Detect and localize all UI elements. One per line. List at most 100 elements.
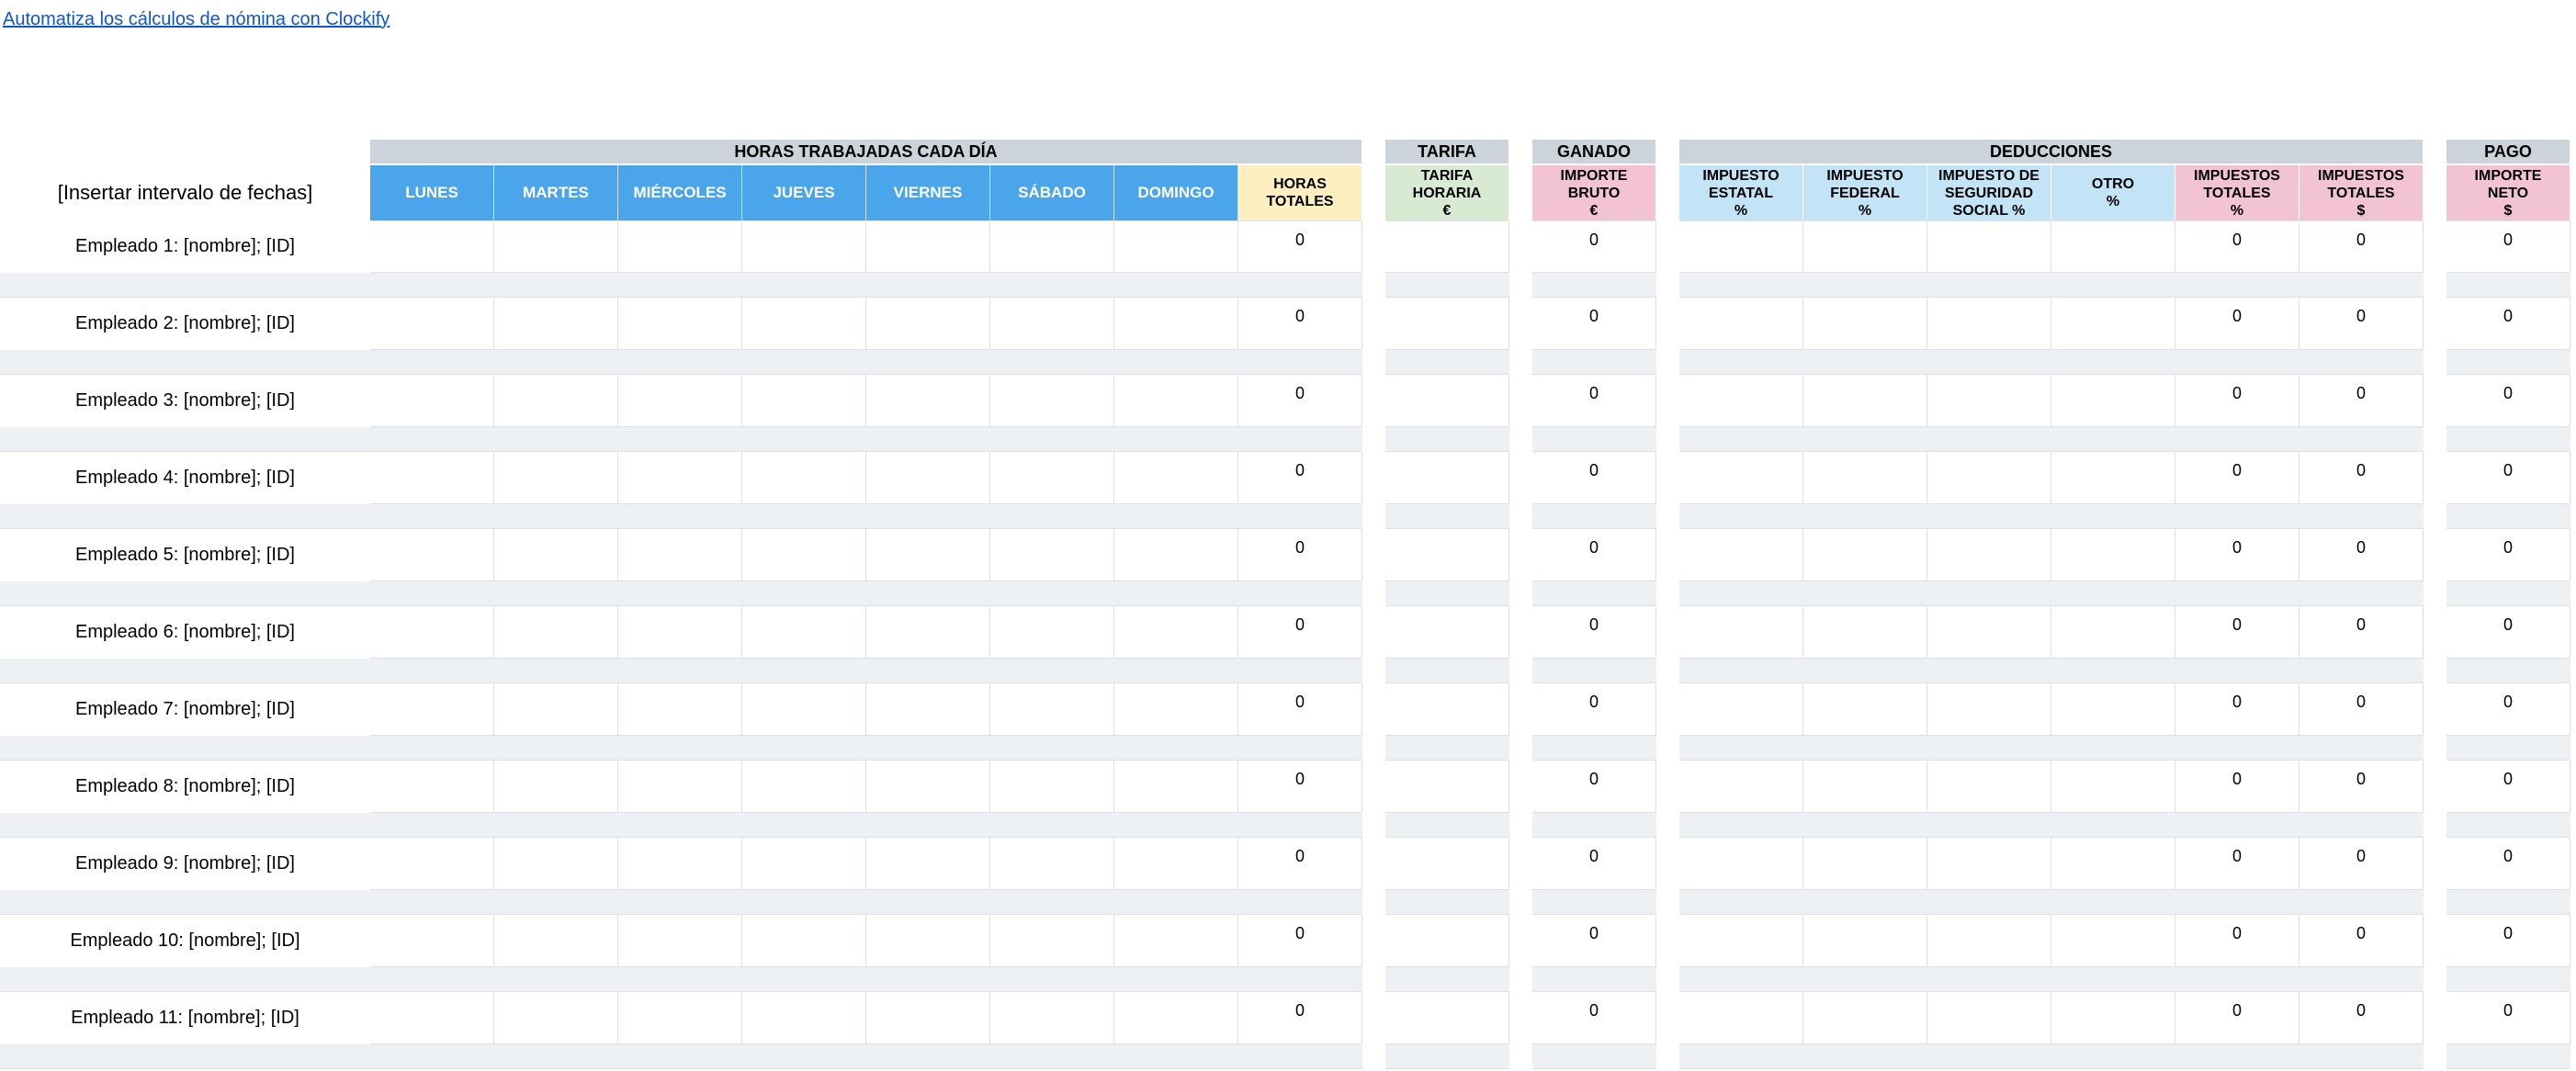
hours-cell[interactable] [618, 761, 742, 813]
total-hours-cell[interactable]: 0 [1238, 375, 1362, 427]
state-tax-cell[interactable] [1679, 683, 1803, 736]
hours-cell[interactable] [494, 220, 618, 273]
hourly-rate-cell[interactable] [1385, 761, 1509, 813]
federal-tax-cell[interactable] [1803, 606, 1927, 659]
employee-name[interactable]: Empleado 6: [nombre]; [ID] [0, 606, 370, 659]
total-tax-pct-cell[interactable]: 0 [2175, 915, 2299, 967]
other-cell[interactable] [2051, 683, 2175, 736]
hours-cell[interactable] [494, 452, 618, 504]
hours-cell[interactable] [990, 606, 1114, 659]
net-cell[interactable]: 0 [2446, 915, 2570, 967]
total-tax-pct-cell[interactable]: 0 [2175, 220, 2299, 273]
date-range-label[interactable]: [Insertar intervalo de fechas] [0, 165, 370, 220]
gross-cell[interactable]: 0 [1532, 375, 1656, 427]
total-tax-usd-cell[interactable]: 0 [2299, 992, 2423, 1044]
total-tax-usd-cell[interactable]: 0 [2299, 452, 2423, 504]
state-tax-cell[interactable] [1679, 838, 1803, 890]
hours-cell[interactable] [370, 452, 494, 504]
hours-cell[interactable] [370, 683, 494, 736]
hours-cell[interactable] [866, 761, 990, 813]
hours-cell[interactable] [990, 220, 1114, 273]
hours-cell[interactable] [370, 529, 494, 581]
gross-cell[interactable]: 0 [1532, 683, 1656, 736]
federal-tax-cell[interactable] [1803, 838, 1927, 890]
gross-cell[interactable]: 0 [1532, 761, 1656, 813]
hours-cell[interactable] [1114, 452, 1238, 504]
hours-cell[interactable] [494, 606, 618, 659]
hours-cell[interactable] [618, 452, 742, 504]
hourly-rate-cell[interactable] [1385, 606, 1509, 659]
total-hours-cell[interactable]: 0 [1238, 606, 1362, 659]
total-hours-cell[interactable]: 0 [1238, 915, 1362, 967]
employee-name[interactable]: Empleado 10: [nombre]; [ID] [0, 915, 370, 967]
hours-cell[interactable] [370, 298, 494, 350]
gross-cell[interactable]: 0 [1532, 452, 1656, 504]
total-tax-pct-cell[interactable]: 0 [2175, 298, 2299, 350]
hours-cell[interactable] [618, 220, 742, 273]
hours-cell[interactable] [618, 606, 742, 659]
state-tax-cell[interactable] [1679, 452, 1803, 504]
hours-cell[interactable] [1114, 761, 1238, 813]
hours-cell[interactable] [494, 838, 618, 890]
hours-cell[interactable] [618, 915, 742, 967]
hours-cell[interactable] [742, 375, 866, 427]
gross-cell[interactable]: 0 [1532, 606, 1656, 659]
social-security-cell[interactable] [1927, 761, 2051, 813]
total-hours-cell[interactable]: 0 [1238, 683, 1362, 736]
social-security-cell[interactable] [1927, 452, 2051, 504]
social-security-cell[interactable] [1927, 915, 2051, 967]
gross-cell[interactable]: 0 [1532, 838, 1656, 890]
hours-cell[interactable] [990, 915, 1114, 967]
employee-name[interactable]: Empleado 5: [nombre]; [ID] [0, 529, 370, 581]
total-hours-cell[interactable]: 0 [1238, 992, 1362, 1044]
hours-cell[interactable] [742, 220, 866, 273]
federal-tax-cell[interactable] [1803, 915, 1927, 967]
federal-tax-cell[interactable] [1803, 220, 1927, 273]
total-tax-usd-cell[interactable]: 0 [2299, 761, 2423, 813]
other-cell[interactable] [2051, 838, 2175, 890]
hours-cell[interactable] [1114, 529, 1238, 581]
social-security-cell[interactable] [1927, 529, 2051, 581]
social-security-cell[interactable] [1927, 298, 2051, 350]
hours-cell[interactable] [494, 683, 618, 736]
total-hours-cell[interactable]: 0 [1238, 298, 1362, 350]
hours-cell[interactable] [990, 298, 1114, 350]
total-hours-cell[interactable]: 0 [1238, 529, 1362, 581]
gross-cell[interactable]: 0 [1532, 298, 1656, 350]
hours-cell[interactable] [494, 915, 618, 967]
total-tax-usd-cell[interactable]: 0 [2299, 529, 2423, 581]
hours-cell[interactable] [494, 298, 618, 350]
hours-cell[interactable] [370, 838, 494, 890]
hours-cell[interactable] [618, 298, 742, 350]
hours-cell[interactable] [866, 452, 990, 504]
hourly-rate-cell[interactable] [1385, 915, 1509, 967]
hours-cell[interactable] [370, 375, 494, 427]
employee-name[interactable]: Empleado 2: [nombre]; [ID] [0, 298, 370, 350]
hours-cell[interactable] [494, 761, 618, 813]
total-tax-usd-cell[interactable]: 0 [2299, 606, 2423, 659]
hours-cell[interactable] [990, 838, 1114, 890]
total-hours-cell[interactable]: 0 [1238, 761, 1362, 813]
federal-tax-cell[interactable] [1803, 452, 1927, 504]
clockify-link[interactable]: Automatiza los cálculos de nómina con Cl… [3, 9, 390, 29]
hours-cell[interactable] [1114, 606, 1238, 659]
hours-cell[interactable] [1114, 683, 1238, 736]
other-cell[interactable] [2051, 761, 2175, 813]
hours-cell[interactable] [866, 683, 990, 736]
hourly-rate-cell[interactable] [1385, 298, 1509, 350]
hours-cell[interactable] [742, 761, 866, 813]
social-security-cell[interactable] [1927, 992, 2051, 1044]
federal-tax-cell[interactable] [1803, 992, 1927, 1044]
gross-cell[interactable]: 0 [1532, 992, 1656, 1044]
hours-cell[interactable] [370, 992, 494, 1044]
state-tax-cell[interactable] [1679, 915, 1803, 967]
total-hours-cell[interactable]: 0 [1238, 452, 1362, 504]
total-tax-pct-cell[interactable]: 0 [2175, 452, 2299, 504]
employee-name[interactable]: Empleado 7: [nombre]; [ID] [0, 683, 370, 736]
state-tax-cell[interactable] [1679, 220, 1803, 273]
total-tax-pct-cell[interactable]: 0 [2175, 761, 2299, 813]
other-cell[interactable] [2051, 992, 2175, 1044]
net-cell[interactable]: 0 [2446, 452, 2570, 504]
hourly-rate-cell[interactable] [1385, 992, 1509, 1044]
hours-cell[interactable] [990, 683, 1114, 736]
